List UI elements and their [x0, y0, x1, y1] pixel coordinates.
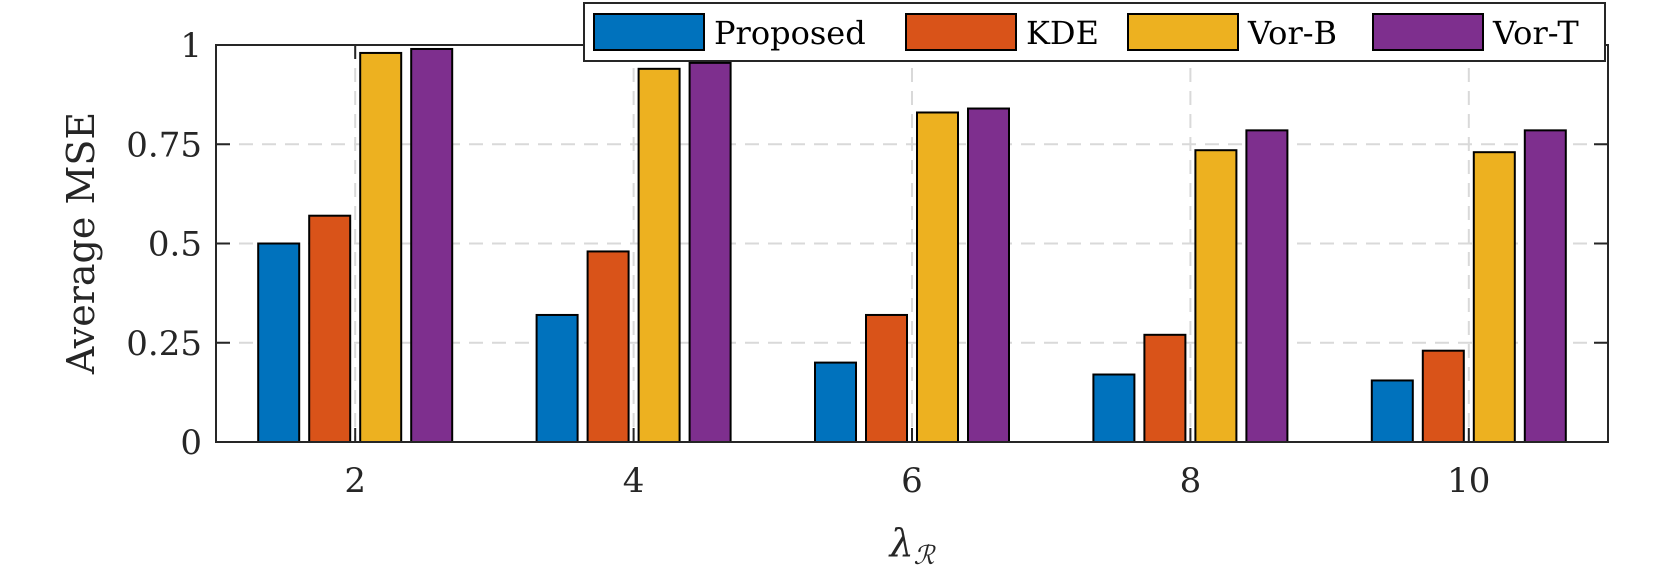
bar-vor-t: [1523, 129, 1567, 443]
bar-proposed: [814, 361, 857, 444]
legend-label-kde: KDE: [1026, 14, 1099, 52]
legend-swatch-vor-t: [1372, 13, 1484, 51]
y-tick-label: 1: [180, 26, 202, 66]
y-axis-title: Average MSE: [59, 112, 103, 375]
bar-kde: [865, 313, 908, 443]
bar-kde: [586, 250, 630, 443]
y-tick-label: 0.5: [148, 225, 202, 265]
legend-swatch-kde: [905, 13, 1017, 51]
legend-label-vor-b: Vor-B: [1247, 14, 1337, 52]
bar-vor-b: [1472, 151, 1516, 443]
bar-vor-t: [967, 107, 1010, 444]
x-axis-title-symbol: λ: [888, 521, 914, 565]
bar-proposed: [1370, 379, 1414, 443]
bar-proposed: [257, 242, 301, 443]
legend: Proposed KDE Vor-B Vor-T: [583, 2, 1606, 62]
legend-label-proposed: Proposed: [714, 14, 866, 52]
y-tick-label: 0.25: [126, 324, 202, 364]
bar-vor-t: [410, 47, 454, 443]
bar-proposed: [535, 313, 579, 443]
bar-proposed: [1092, 373, 1136, 444]
bars: [257, 47, 1567, 444]
bar-kde: [308, 214, 352, 443]
legend-swatch-vor-b: [1127, 13, 1239, 51]
bar-kde: [1143, 333, 1187, 443]
x-tick-label: 6: [901, 461, 923, 501]
legend-swatch-proposed: [593, 13, 705, 51]
bar-vor-b: [1194, 149, 1238, 444]
y-tick-label: 0: [180, 423, 202, 463]
x-axis-title: λℛ: [888, 521, 937, 571]
x-tick-label: 10: [1447, 461, 1490, 501]
bar-vor-b: [359, 51, 403, 443]
legend-label-vor-t: Vor-T: [1492, 14, 1579, 52]
bar-vor-t: [1245, 129, 1289, 443]
bar-vor-t: [688, 61, 732, 444]
y-tick-label: 0.75: [126, 125, 202, 165]
x-tick-label: 4: [623, 461, 645, 501]
x-axis-title-subscript: ℛ: [914, 541, 937, 571]
bar-vor-b: [637, 67, 681, 443]
bar-kde: [1421, 349, 1465, 443]
tick-labels: 0 0.25 0.5 0.75 1 2 4 6 8 10: [126, 26, 1490, 501]
bar-vor-b: [916, 111, 959, 444]
x-tick-label: 8: [1180, 461, 1202, 501]
x-tick-label: 2: [344, 461, 366, 501]
